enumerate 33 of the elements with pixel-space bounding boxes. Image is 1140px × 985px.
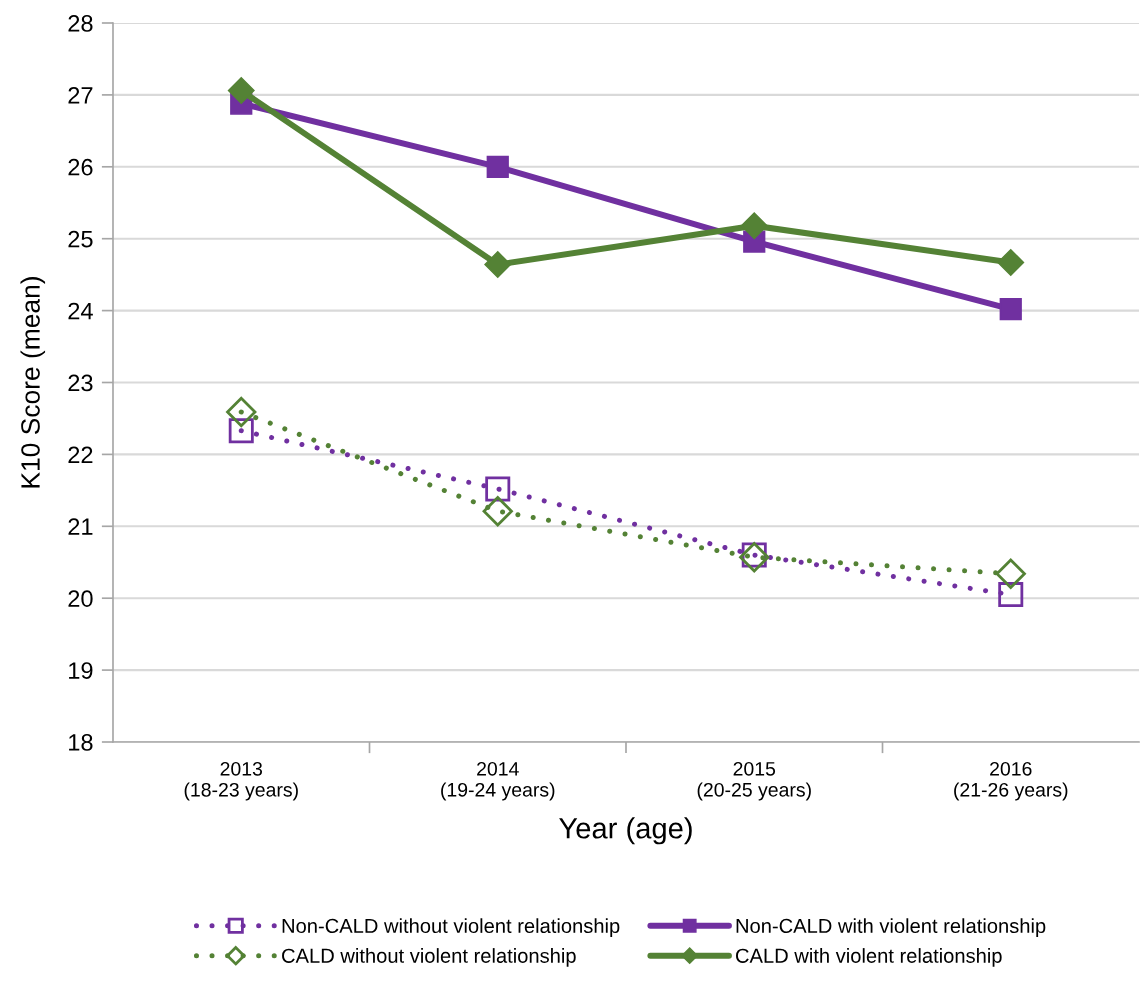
- point: [995, 558, 1026, 589]
- legend-label: Non-CALD with violent relationship: [736, 918, 1046, 938]
- x-tick-label: 2016 (21-26 years): [954, 761, 1068, 801]
- y-tick-label: 18: [69, 734, 93, 751]
- y-tick-label: 26: [68, 158, 93, 176]
- y-tick-label: 19: [69, 662, 93, 679]
- x-axis-title: Year (age): [559, 817, 692, 845]
- y-tick-label: 21: [68, 518, 93, 535]
- point: [998, 582, 1024, 608]
- point: [999, 298, 1022, 321]
- y-tick-label: 22: [68, 446, 93, 463]
- y-tick-label: 28: [68, 15, 93, 32]
- y-tick-label: 27: [68, 86, 93, 104]
- point: [227, 77, 255, 105]
- point: [485, 476, 511, 502]
- legend-label: CALD without violent relationship: [282, 948, 576, 967]
- y-tick-label: 23: [68, 374, 93, 392]
- point: [486, 155, 509, 178]
- point: [482, 496, 513, 527]
- legend-label: Non-CALD without violent relationship: [282, 918, 620, 938]
- legend-label: CALD with violent relationship: [736, 948, 1002, 967]
- point: [226, 396, 257, 428]
- y-axis-title: K10 Score (mean): [20, 277, 46, 488]
- x-tick-label: 2015 (20-25 years): [697, 761, 811, 801]
- y-tick-label: 25: [68, 230, 93, 248]
- x-tick-label: 2013 (18-23 years): [184, 761, 298, 801]
- point: [228, 418, 254, 444]
- y-tick-label: 20: [68, 590, 93, 607]
- point: [997, 248, 1025, 276]
- y-tick-label: 24: [68, 302, 93, 320]
- x-tick-label: 2014 (19-24 years): [441, 761, 555, 801]
- point: [740, 212, 768, 240]
- point: [484, 251, 512, 279]
